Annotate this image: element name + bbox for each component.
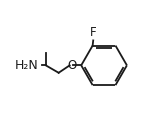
Text: H₂N: H₂N [15,59,39,72]
Text: F: F [90,26,97,39]
Text: O: O [67,59,76,72]
